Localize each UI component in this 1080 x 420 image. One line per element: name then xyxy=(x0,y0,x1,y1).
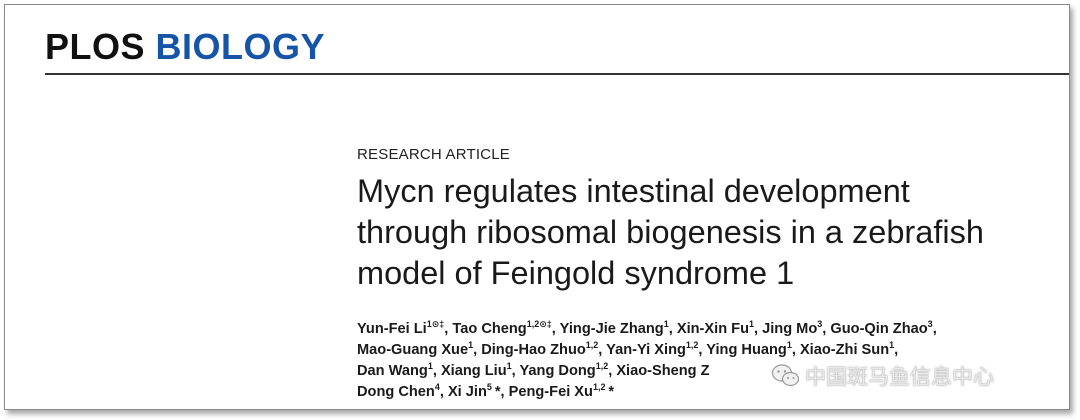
author-name[interactable]: Yan-Yi Xing xyxy=(606,342,686,358)
author-separator: , xyxy=(473,342,482,358)
article-title: Mycn regulates intestinal development th… xyxy=(357,171,1057,294)
author-separator: , xyxy=(551,321,560,337)
article-type-label: RESEARCH ARTICLE xyxy=(357,146,510,163)
author-affiliation: 1,2 xyxy=(685,340,699,350)
journal-logo-plos: PLOS xyxy=(45,26,146,67)
author-separator: * xyxy=(605,384,615,400)
author-affiliation: 1 xyxy=(427,361,433,371)
author-affiliation: 1,2⊙‡ xyxy=(526,319,552,329)
author-affiliation: 4 xyxy=(434,382,440,392)
author-separator: , xyxy=(511,363,520,379)
author-name[interactable]: Ying Huang xyxy=(706,342,787,358)
author-name[interactable]: Yang Dong xyxy=(519,363,596,379)
author-name[interactable]: Ying-Jie Zhang xyxy=(559,321,664,337)
author-separator: *, xyxy=(491,384,509,400)
watermark-text: 中国斑马鱼信息中心 xyxy=(805,366,994,389)
author-separator: , xyxy=(822,321,831,337)
author-name[interactable]: Xin-Xin Fu xyxy=(676,321,749,337)
author-affiliation: 1 xyxy=(468,340,474,350)
author-separator: , xyxy=(668,321,677,337)
author-name[interactable]: Xiao-Zhi Sun xyxy=(799,342,890,358)
author-affiliation: 1 xyxy=(889,340,895,350)
author-name[interactable]: Guo-Qin Zhao xyxy=(830,321,928,337)
author-name[interactable]: Xiang Liu xyxy=(440,363,507,379)
author-separator: , xyxy=(932,321,937,337)
wechat-watermark: 中国斑马鱼信息中心 xyxy=(771,361,994,391)
author-separator: , xyxy=(791,342,800,358)
author-affiliation: 1 xyxy=(663,319,669,329)
author-name[interactable]: Xiao-Sheng Z xyxy=(616,363,710,379)
author-separator: , xyxy=(698,342,707,358)
author-list: Yun-Fei Li1⊙‡, Tao Cheng1,2⊙‡, Ying-Jie … xyxy=(357,319,1069,403)
author-affiliation: 1,2 xyxy=(592,382,606,392)
author-name[interactable]: Peng-Fei Xu xyxy=(508,384,593,400)
author-separator: , xyxy=(439,384,448,400)
author-affiliation: 1 xyxy=(786,340,792,350)
wechat-icon xyxy=(771,364,800,387)
author-name[interactable]: Jing Mo xyxy=(762,321,818,337)
journal-logo-biology: BIOLOGY xyxy=(155,26,326,67)
author-line: Mao-Guang Xue1, Ding-Hao Zhuo1,2, Yan-Yi… xyxy=(357,340,1069,361)
author-separator: , xyxy=(608,363,617,379)
author-name[interactable]: Xi Jin xyxy=(447,384,487,400)
author-affiliation: 1,2 xyxy=(585,340,599,350)
author-name[interactable]: Dan Wang xyxy=(357,363,428,379)
author-affiliation: 1 xyxy=(506,361,512,371)
author-separator: , xyxy=(432,363,441,379)
author-separator: , xyxy=(894,342,899,358)
author-name[interactable]: Mao-Guang Xue xyxy=(357,342,469,358)
article-title-line: through ribosomal biogenesis in a zebraf… xyxy=(357,214,984,250)
author-separator: , xyxy=(444,321,453,337)
author-line: Yun-Fei Li1⊙‡, Tao Cheng1,2⊙‡, Ying-Jie … xyxy=(357,319,1069,340)
author-name[interactable]: Dong Chen xyxy=(357,384,435,400)
author-name[interactable]: Ding-Hao Zhuo xyxy=(481,342,586,358)
author-affiliation: 1 xyxy=(749,319,755,329)
article-title-line: model of Feingold syndrome 1 xyxy=(357,255,795,291)
article-title-line: Mycn regulates intestinal development xyxy=(357,173,910,209)
author-name[interactable]: Yun-Fei Li xyxy=(357,321,427,337)
article-header-card: PLOS BIOLOGY RESEARCH ARTICLE Mycn regul… xyxy=(4,4,1070,410)
journal-logo: PLOS BIOLOGY xyxy=(45,23,325,71)
author-name[interactable]: Tao Cheng xyxy=(452,321,527,337)
author-affiliation: 3 xyxy=(927,319,933,329)
author-separator: , xyxy=(754,321,763,337)
header-divider xyxy=(45,73,1069,75)
author-affiliation: 1⊙‡ xyxy=(426,319,445,329)
author-separator: , xyxy=(598,342,607,358)
author-affiliation: 5 xyxy=(486,382,492,392)
author-affiliation: 1,2 xyxy=(595,361,609,371)
author-line: Dong Chen4, Xi Jin5 *, Peng-Fei Xu1,2 * xyxy=(357,382,1069,403)
author-affiliation: 3 xyxy=(817,319,823,329)
author-line: Dan Wang1, Xiang Liu1, Yang Dong1,2, Xia… xyxy=(357,361,1069,382)
